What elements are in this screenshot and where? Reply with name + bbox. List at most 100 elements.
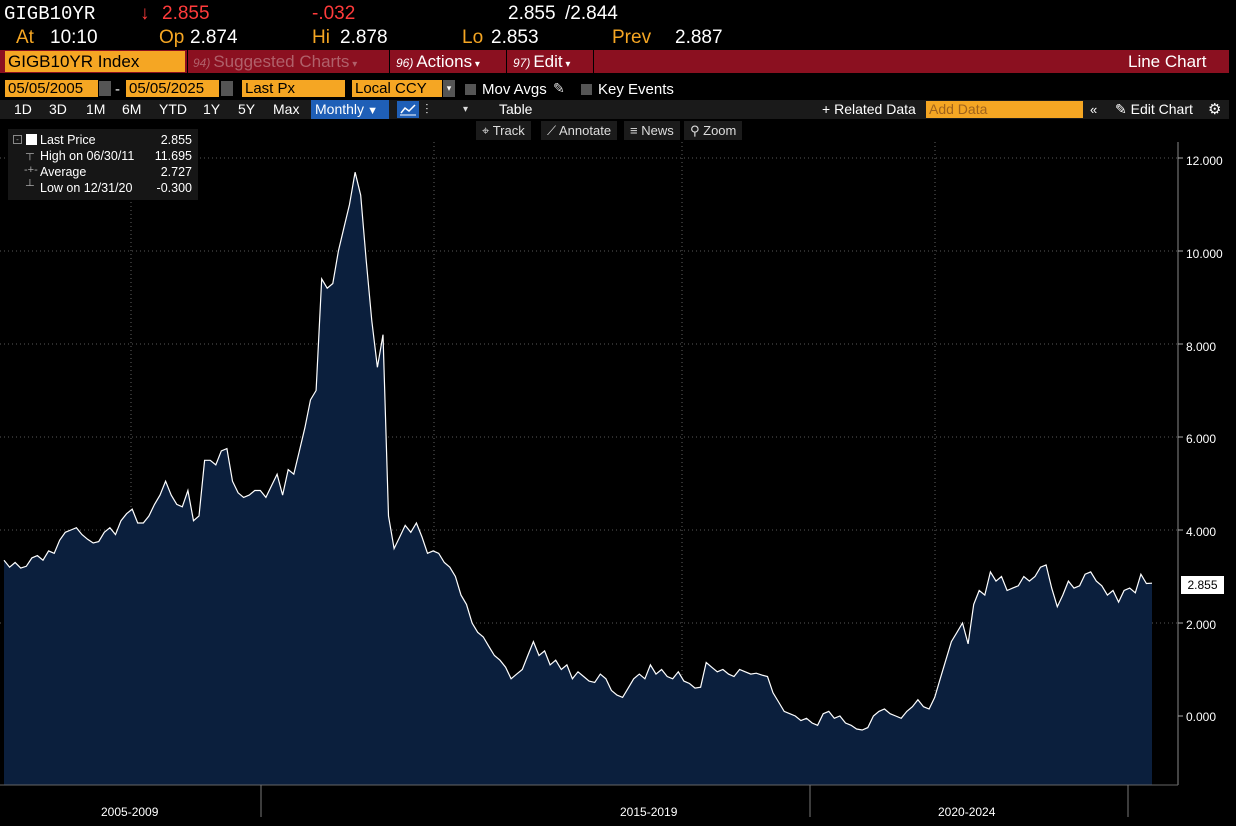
candlestick-icon[interactable]: ⫶ <box>425 101 429 117</box>
quote-low: 2.853 <box>491 27 539 48</box>
annotate-button[interactable]: ⟋ Annotate <box>541 121 618 140</box>
mov-avgs-checkbox[interactable] <box>465 84 476 95</box>
pencil-icon: ✎ <box>1115 101 1131 117</box>
high-label: Hi <box>312 27 330 48</box>
y-tick-label: 12.000 <box>1186 154 1223 168</box>
news-icon: ≡ <box>630 123 642 138</box>
legend-avg-value: 2.727 <box>160 165 192 179</box>
y-tick-label: 10.000 <box>1186 247 1223 261</box>
currency-select[interactable]: Local CCY <box>352 80 442 97</box>
annotate-icon: ⟋ <box>547 123 559 138</box>
range-1y[interactable]: 1Y <box>203 101 221 117</box>
news-label: News <box>641 123 674 138</box>
y-tick-label: 0.000 <box>1186 710 1217 724</box>
collapse-icon[interactable]: « <box>1090 102 1098 117</box>
chevron-down-icon[interactable]: ▾ <box>443 80 455 97</box>
chart-type-label: Line Chart <box>1128 52 1207 71</box>
quote-time: 10:10 <box>50 27 98 48</box>
y-tick-label: 4.000 <box>1186 525 1217 539</box>
add-data-input[interactable]: Add Data <box>926 101 1083 118</box>
security-field[interactable]: GIGB10YR Index <box>5 51 185 72</box>
range-1m[interactable]: 1M <box>86 101 106 117</box>
chart-legend: - Last Price 2.855 ┬ High on 06/30/11 11… <box>8 129 198 200</box>
date-dash: - <box>115 81 120 98</box>
calendar-icon[interactable] <box>99 81 111 96</box>
plus-icon: + <box>822 101 835 117</box>
legend-last-label: Last Price <box>40 133 96 147</box>
quote-change: -.032 <box>312 3 356 24</box>
mov-avgs-label: Mov Avgs <box>482 81 547 98</box>
line-chart-icon[interactable] <box>397 101 419 118</box>
high-marker-icon: ┬ <box>26 148 34 160</box>
quote-prev: 2.887 <box>675 27 723 48</box>
quote-last: 2.855 <box>162 3 210 24</box>
range-max[interactable]: Max <box>273 101 300 117</box>
collapse-legend-icon[interactable]: - <box>13 135 22 144</box>
range-bar <box>0 100 1229 119</box>
calendar-icon[interactable] <box>221 81 233 96</box>
x-tick-label: 2015-2019 <box>620 805 678 819</box>
actions-label: Actions <box>416 52 473 71</box>
gear-icon[interactable]: ⚙ <box>1208 101 1222 118</box>
edit-chart-button[interactable]: ✎ Edit Chart <box>1115 100 1193 119</box>
price-chart[interactable] <box>0 142 1236 826</box>
track-button[interactable]: ⌖ Track <box>476 121 531 140</box>
x-axis-dividers <box>0 784 1178 817</box>
end-date-field[interactable]: 05/05/2025 <box>126 80 219 97</box>
crosshair-icon: ⌖ <box>482 123 493 138</box>
y-tick-label: 2.000 <box>1186 618 1217 632</box>
edit-chart-label: Edit Chart <box>1130 101 1193 117</box>
last-value-label: 2.855 <box>1181 576 1224 594</box>
legend-low-label: Low on 12/31/20 <box>40 181 133 195</box>
range-3d[interactable]: 3D <box>49 101 67 117</box>
chevron-down-icon[interactable]: ▾ <box>463 104 469 115</box>
prev-label: Prev <box>612 27 652 48</box>
price-line <box>3 172 1153 731</box>
track-label: Track <box>492 123 525 138</box>
menu-bar <box>0 50 1229 73</box>
series-swatch-icon <box>26 134 37 145</box>
key-events-label: Key Events <box>598 81 674 98</box>
related-data-button[interactable]: + Related Data <box>822 100 917 119</box>
low-marker-icon: ┴ <box>26 180 34 192</box>
quote-bid: 2.855 <box>508 3 556 24</box>
start-date-field[interactable]: 05/05/2005 <box>5 80 98 97</box>
range-ytd[interactable]: YTD <box>159 101 187 117</box>
quote-high: 2.878 <box>340 27 388 48</box>
period-label: Monthly <box>315 101 365 117</box>
actions-menu[interactable]: 96) Actions ▾ <box>396 52 480 71</box>
table-button[interactable]: Table <box>499 101 533 117</box>
news-button[interactable]: ≡ News <box>624 121 680 140</box>
period-select[interactable]: Monthly ▼ <box>311 100 389 119</box>
suggested-charts-menu[interactable]: 94) Suggested Charts ▾ <box>193 52 358 71</box>
legend-high-value: 11.695 <box>154 149 192 163</box>
zoom-icon: ⚲ <box>690 123 704 138</box>
suggested-num: 94) <box>193 56 211 70</box>
field-select[interactable]: Last Px <box>242 80 345 97</box>
legend-high-label: High on 06/30/11 <box>40 149 135 163</box>
annotate-label: Annotate <box>559 123 612 138</box>
at-label: At <box>16 27 34 48</box>
price-area <box>4 172 1152 785</box>
actions-num: 96) <box>396 56 414 70</box>
quote-ticker: GIGB10YR <box>4 3 96 25</box>
range-5y[interactable]: 5Y <box>238 101 256 117</box>
quote-ask: /2.844 <box>565 3 618 24</box>
x-tick-label: 2020-2024 <box>938 805 996 819</box>
y-tick-label: 8.000 <box>1186 340 1217 354</box>
zoom-label: Zoom <box>703 123 737 138</box>
legend-avg-label: Average <box>40 165 87 179</box>
open-label: Op <box>159 27 185 48</box>
average-marker-icon: -+- <box>24 164 38 176</box>
range-6m[interactable]: 6M <box>122 101 142 117</box>
y-tick-label: 6.000 <box>1186 432 1217 446</box>
range-1d[interactable]: 1D <box>14 101 32 117</box>
edit-menu[interactable]: 97) Edit ▾ <box>513 52 571 71</box>
pencil-icon[interactable]: ✎ <box>553 80 565 96</box>
legend-low-value: -0.300 <box>156 181 192 195</box>
zoom-button[interactable]: ⚲ Zoom <box>684 121 743 140</box>
low-label: Lo <box>462 27 484 48</box>
edit-label: Edit <box>533 52 563 71</box>
suggested-label: Suggested Charts <box>213 52 350 71</box>
key-events-checkbox[interactable] <box>581 84 592 95</box>
